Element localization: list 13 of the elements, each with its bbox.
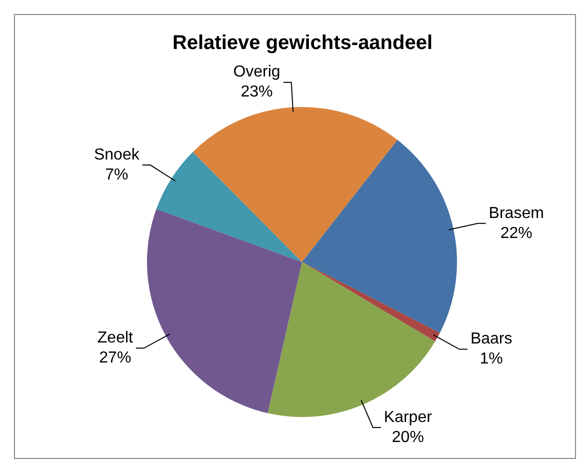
- slice-label: Overig: [233, 64, 280, 81]
- data-label: 20%: [392, 428, 424, 446]
- slice-label: Snoek: [94, 146, 140, 164]
- slice-label: Baars: [470, 330, 512, 348]
- slice-label: Karper: [384, 408, 433, 426]
- data-label: 22%: [500, 224, 532, 242]
- data-label: 7%: [105, 166, 128, 184]
- slice-label: Brasem: [488, 204, 544, 222]
- data-label: 1%: [480, 350, 503, 368]
- data-label: 23%: [240, 84, 273, 101]
- slice-label: Zeelt: [97, 330, 134, 347]
- chart-title: Relatieve gewichts-aandeel: [171, 32, 434, 55]
- data-label: 27%: [99, 350, 132, 367]
